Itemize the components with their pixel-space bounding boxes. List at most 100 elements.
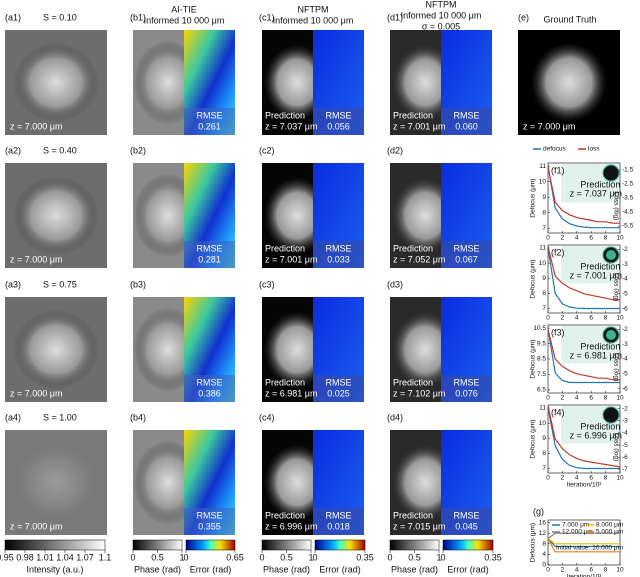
colorbar bbox=[4, 539, 106, 551]
rmse-box bbox=[441, 108, 492, 135]
rmse-value: 0.025 bbox=[327, 388, 350, 398]
colorbar-tick-label: 0 bbox=[259, 552, 264, 562]
series-line bbox=[547, 329, 620, 381]
rmse-box bbox=[313, 375, 364, 402]
x-tick-label: 0 bbox=[546, 315, 550, 322]
y2-tick-label: -3 bbox=[622, 261, 628, 268]
y-tick-label: 10.5 bbox=[533, 325, 546, 332]
colorbar bbox=[389, 539, 440, 551]
prediction-label: Prediction bbox=[393, 510, 433, 520]
y2-axis-label: Loss (log) bbox=[612, 353, 619, 382]
x-axis-label: Iteration/10³ bbox=[567, 574, 603, 577]
x-tick-label: 2 bbox=[561, 315, 565, 322]
colorbar bbox=[132, 539, 183, 551]
colorbar bbox=[185, 539, 236, 551]
note: Initial value: 10.000 μm bbox=[556, 545, 623, 552]
column-header: Informed 10 000 μm bbox=[401, 10, 482, 20]
cell bbox=[13, 42, 99, 123]
y2-tick-label: -2 bbox=[622, 246, 628, 253]
rmse-value: 0.018 bbox=[327, 521, 350, 531]
rmse-value: 0.281 bbox=[198, 254, 221, 264]
z-label: z = 7.000 μm bbox=[10, 521, 62, 531]
colorbar-label: Phase (rad) bbox=[134, 564, 181, 574]
series-line bbox=[547, 538, 620, 545]
x-tick-label: 6 bbox=[589, 567, 593, 574]
y-tick-label: 16 bbox=[539, 519, 547, 526]
series-line bbox=[547, 532, 620, 539]
z-label: z = 7.000 μm bbox=[10, 388, 62, 398]
strength: S = 1.00 bbox=[43, 412, 77, 422]
z-label: z = 7.102 μm bbox=[393, 388, 445, 398]
z-label: z = 6.996 μm bbox=[570, 430, 622, 440]
y-tick-label: 8 bbox=[542, 290, 546, 297]
y2-tick-label: -4 bbox=[622, 356, 628, 363]
colorbar-tick-label: 0.95 bbox=[0, 552, 14, 562]
prediction-label: Prediction bbox=[265, 377, 305, 387]
panel-tag: (b3) bbox=[130, 279, 146, 289]
x-tick-label: 0 bbox=[546, 235, 550, 242]
rmse-value: 0.076 bbox=[455, 388, 478, 398]
y2-tick-label: -2.5 bbox=[622, 181, 634, 188]
cell bbox=[13, 309, 99, 390]
panel-tag: (d2) bbox=[387, 145, 403, 155]
x-tick-label: 8 bbox=[604, 395, 608, 402]
y-axis-label: Defocus (μm) bbox=[530, 339, 537, 378]
colorbar-label: Error (rad) bbox=[190, 564, 232, 574]
prediction-label: Prediction bbox=[393, 377, 433, 387]
z-label: z = 7.037 μm bbox=[570, 188, 622, 198]
panel-tag: (a1) bbox=[5, 12, 21, 22]
y2-tick-label: -6 bbox=[622, 385, 628, 392]
y-tick-label: 8 bbox=[542, 541, 546, 548]
panel-tag: (a4) bbox=[5, 412, 21, 422]
panel-tag: (e) bbox=[518, 12, 529, 22]
colorbar-tick-label: 0.65 bbox=[226, 552, 244, 562]
rmse-value: 0.045 bbox=[455, 521, 478, 531]
rmse-value: 0.056 bbox=[327, 121, 350, 131]
rmse-value: 0.386 bbox=[198, 388, 221, 398]
z-label: z = 7.001 μm bbox=[570, 270, 622, 280]
rmse-label: RMSE bbox=[196, 510, 222, 520]
colorbar-tick-label: 1.04 bbox=[56, 552, 74, 562]
x-tick-label: 0 bbox=[546, 567, 550, 574]
colorbar-tick-label: 0 bbox=[387, 552, 392, 562]
x-tick-label: 6 bbox=[589, 315, 593, 322]
colorbar-tick-label: 0 bbox=[183, 552, 188, 562]
panel-tag: (f4) bbox=[551, 407, 565, 417]
prediction-label: Prediction bbox=[265, 510, 305, 520]
strength: S = 0.40 bbox=[43, 145, 77, 155]
y-tick-label: 11 bbox=[539, 163, 546, 170]
x-tick-label: 4 bbox=[575, 315, 579, 322]
series-line bbox=[547, 538, 620, 553]
cell bbox=[13, 175, 99, 256]
x-tick-label: 4 bbox=[575, 475, 579, 482]
x-tick-label: 6 bbox=[589, 475, 593, 482]
y2-tick-label: -3.5 bbox=[622, 195, 634, 202]
panel-tag: (c4) bbox=[259, 412, 275, 422]
panel-tag: (c1) bbox=[259, 12, 275, 22]
rmse-box bbox=[184, 108, 235, 135]
y-tick-label: 8 bbox=[542, 450, 546, 457]
column-header: Informed 10 000 μm bbox=[144, 15, 225, 25]
x-tick-label: 10 bbox=[616, 475, 624, 482]
x-tick-label: 10 bbox=[616, 315, 624, 322]
colorbar-tick-label: 0.98 bbox=[16, 552, 34, 562]
x-tick-label: 0 bbox=[546, 395, 550, 402]
colorbar-label: Phase (rad) bbox=[263, 564, 310, 574]
series-line bbox=[547, 407, 620, 470]
rmse-box bbox=[441, 241, 492, 268]
y-tick-label: 7.5 bbox=[537, 371, 546, 378]
prediction-label: Prediction bbox=[580, 421, 620, 431]
legend-label: 8.000 μm bbox=[596, 522, 623, 529]
x-tick-label: 10 bbox=[616, 235, 624, 242]
column-header: Ground Truth bbox=[543, 14, 596, 24]
y2-axis-label: Loss (log) bbox=[612, 273, 619, 302]
prediction-label: Prediction bbox=[393, 243, 433, 253]
y-axis-label: Defocus (μm) bbox=[530, 419, 537, 458]
rmse-box bbox=[184, 241, 235, 268]
colorbar-tick-label: 0.35 bbox=[356, 552, 374, 562]
z-label: z = 7.001 μm bbox=[393, 121, 445, 131]
strength: S = 0.75 bbox=[43, 279, 77, 289]
colorbar-tick-label: 0 bbox=[440, 552, 445, 562]
x-tick-label: 2 bbox=[561, 475, 565, 482]
